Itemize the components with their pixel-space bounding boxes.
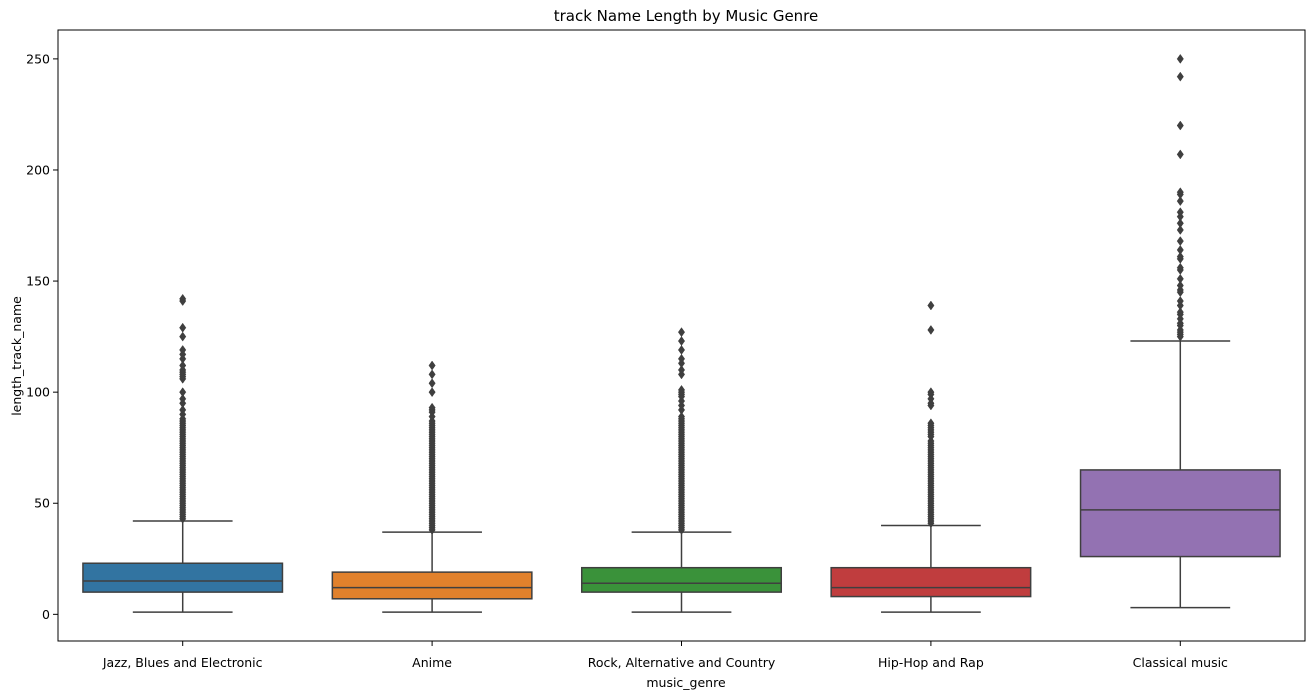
outlier-point: [677, 345, 686, 355]
outlier-point: [1176, 262, 1184, 273]
outlier-point: [179, 331, 187, 342]
y-axis-label: length_track_name: [9, 296, 24, 416]
outlier-point: [677, 336, 686, 346]
outlier-point: [927, 387, 935, 398]
box-group: [331, 360, 533, 613]
iqr-box: [331, 571, 533, 600]
y-tick-label: 150: [26, 274, 50, 289]
iqr-box: [580, 566, 783, 593]
outlier-point: [428, 402, 436, 413]
outlier-point: [677, 385, 686, 395]
outlier-point: [1176, 53, 1184, 64]
outlier-point: [1176, 296, 1184, 306]
y-tick-label: 0: [42, 607, 50, 622]
outlier-point: [428, 369, 436, 380]
outlier-point: [179, 387, 187, 398]
outlier-point: [1176, 187, 1184, 198]
iqr-box: [830, 566, 1032, 598]
x-axis: Jazz, Blues and Electronic Anime Rock, Alt…: [102, 641, 1228, 670]
outlier-point: [179, 345, 187, 355]
chart-title: track Name Length by Music Genre: [554, 7, 819, 25]
outlier-point: [1176, 218, 1184, 229]
outlier-point: [1176, 149, 1184, 160]
boxes-layer: [82, 53, 1281, 613]
outlier-point: [428, 360, 436, 371]
x-tick-label: Hip-Hop and Rap: [878, 655, 984, 670]
outlier-point: [1176, 120, 1184, 131]
outlier-point: [428, 378, 436, 389]
box-group: [82, 293, 284, 613]
outlier-point: [179, 404, 187, 415]
box-group: [1079, 53, 1281, 609]
plot-frame: [57, 29, 1306, 642]
y-tick-label: 50: [34, 496, 50, 511]
outlier-point: [1176, 196, 1184, 207]
outlier-point: [1176, 280, 1184, 291]
y-tick-label: 250: [26, 51, 50, 66]
outlier-point: [1176, 307, 1184, 318]
outlier-point: [179, 322, 187, 333]
iqr-box: [1079, 469, 1281, 558]
outlier-point: [428, 387, 436, 398]
y-tick-label: 100: [26, 385, 50, 400]
x-tick-label: Classical music: [1133, 655, 1228, 670]
outlier-point: [677, 327, 686, 338]
outlier-point: [677, 353, 686, 364]
x-tick-label: Rock, Alternative and Country: [588, 655, 776, 670]
outlier-point: [1176, 236, 1184, 247]
outlier-point: [1176, 251, 1184, 262]
outlier-point: [677, 365, 686, 375]
outlier-point: [927, 418, 935, 429]
iqr-box: [82, 562, 284, 593]
y-axis: 0 50 100 150 200 250: [26, 51, 58, 622]
outlier-point: [1176, 273, 1184, 284]
outlier-point: [927, 325, 935, 335]
outlier-point: [927, 300, 935, 311]
outlier-point: [1176, 225, 1184, 235]
box-group: [580, 327, 783, 613]
y-tick-label: 200: [26, 162, 50, 177]
outlier-point: [179, 293, 187, 304]
outlier-point: [179, 360, 187, 371]
x-tick-label: Anime: [412, 655, 452, 670]
x-axis-label: music_genre: [646, 675, 726, 690]
outlier-point: [677, 411, 686, 422]
outlier-point: [1176, 71, 1184, 82]
x-tick-label: Jazz, Blues and Electronic: [102, 655, 263, 670]
outlier-point: [1176, 207, 1184, 218]
outlier-point: [1176, 245, 1184, 255]
outlier-point: [179, 393, 187, 404]
box-group: [830, 300, 1032, 613]
